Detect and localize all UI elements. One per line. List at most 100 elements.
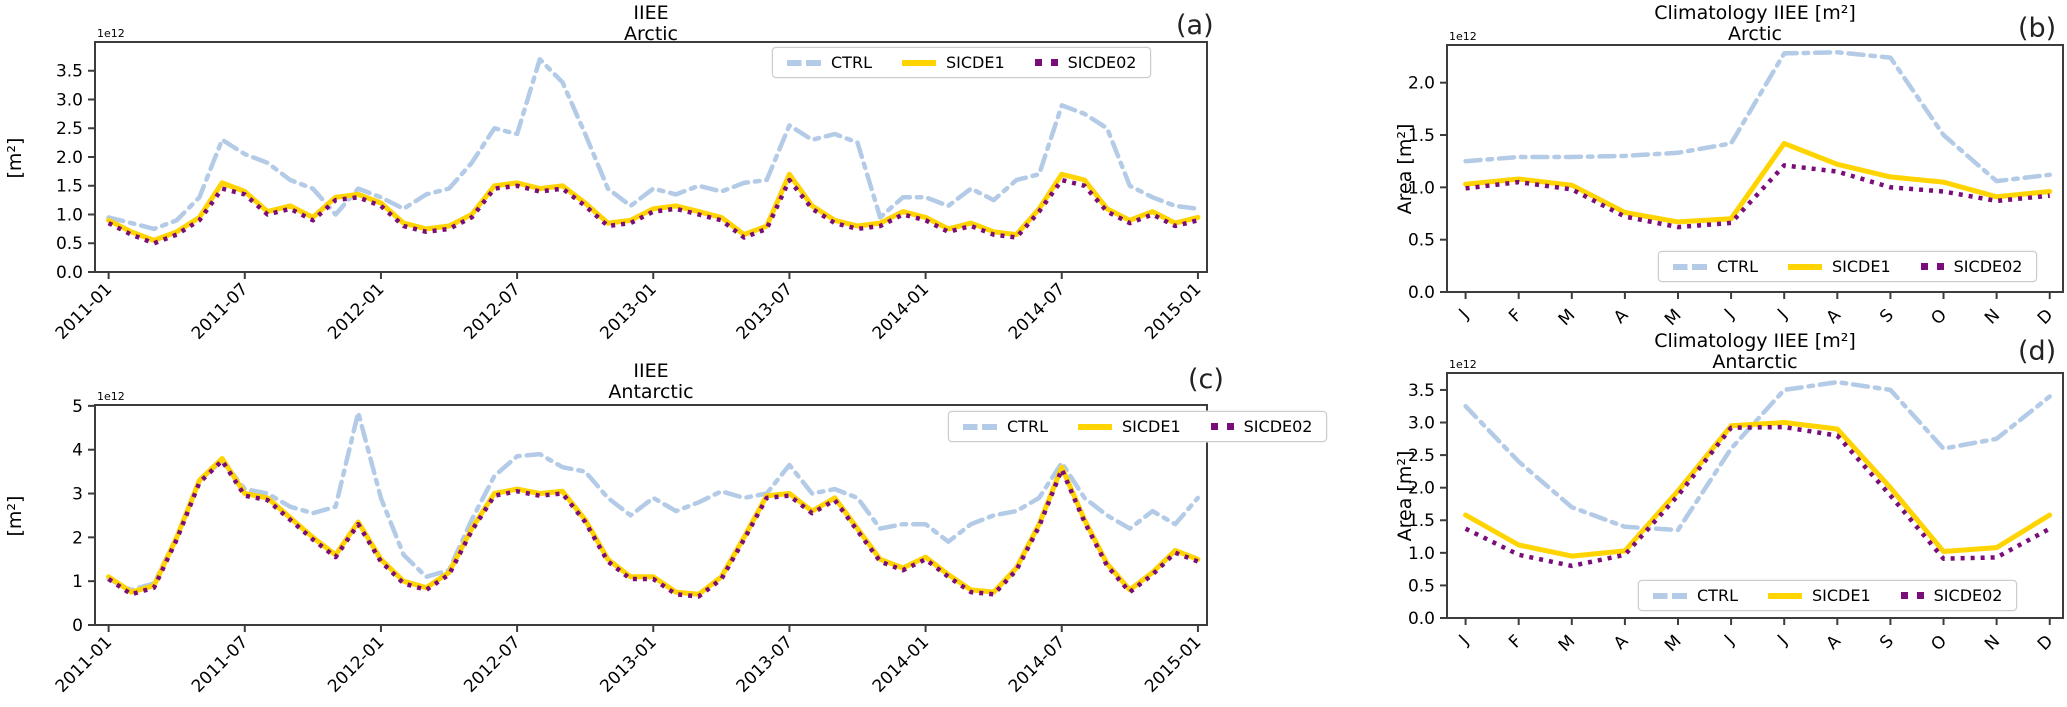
panel-b-xtick-label: J xyxy=(1773,305,1791,323)
legend-label-ctrl: CTRL xyxy=(831,53,872,72)
panel-d-line-sicde1 xyxy=(1463,420,2053,559)
panel-d-xtick-label: M xyxy=(1555,631,1580,656)
ctrl-line-swatch-icon xyxy=(963,423,997,430)
ctrl-line-swatch-icon xyxy=(1653,592,1687,599)
panel-d-ytick-label: 2.0 xyxy=(1408,479,1435,499)
panel-a-xtick-label: 2011-01 xyxy=(52,279,116,343)
panel-a-xtick-label: 2014-07 xyxy=(1005,279,1069,343)
panel-c-line-sicde02 xyxy=(107,458,1199,599)
legend-entry-ctrl: CTRL xyxy=(963,417,1048,436)
panel-b-xtick-label: F xyxy=(1505,305,1526,326)
panel-a-ytick-label: 0.0 xyxy=(56,263,83,283)
panel-d-ytick-label: 1.0 xyxy=(1408,544,1435,564)
panel-a-xtick-label: 2012-01 xyxy=(324,279,388,343)
panel-a-xtick-label: 2015-01 xyxy=(1141,279,1205,343)
panel-d-ytick-label: 2.5 xyxy=(1408,446,1435,466)
panel-c-series xyxy=(106,410,1201,599)
panel-a-title-line1: IIEE xyxy=(633,2,669,24)
legend-entry-sicde02: SICDE02 xyxy=(1900,586,2002,605)
panel-c-xtick-label: 2014-01 xyxy=(869,632,933,696)
panel-a-xtick-label: 2013-07 xyxy=(733,279,797,343)
legend-label-sicde1: SICDE1 xyxy=(1831,257,1891,276)
panel-c-y-axis: 0 1 2 3 4 5 xyxy=(72,397,95,636)
panel-a-line-sicde1 xyxy=(106,171,1201,243)
panel-b-y-axis: 0.0 0.5 1.0 1.5 2.0 xyxy=(1408,74,1447,303)
panel-d-plot: 0.0 0.5 1.0 1.5 2.0 2.5 3.0 3.5 J F M A M J J A S O N D xyxy=(1408,372,2064,656)
sicde1-line-swatch-icon xyxy=(1077,423,1112,430)
panel-a-ytick-label: 0.5 xyxy=(56,234,83,254)
panel-b-ytick-label: 2.0 xyxy=(1408,74,1435,94)
panel-c-corner-label: (c) xyxy=(1188,364,1224,395)
legend-entry-ctrl: CTRL xyxy=(1653,586,1738,605)
panel-b-legend: CTRL SICDE1 SICDE02 xyxy=(1658,251,2038,282)
legend-label-sicde02: SICDE02 xyxy=(1953,257,2023,276)
panel-d-line-ctrl xyxy=(1463,379,2052,533)
panel-a-title-line2: Arctic xyxy=(623,23,678,45)
legend-entry-ctrl: CTRL xyxy=(1673,257,1758,276)
panel-a-x-axis: 2011-01 2011-07 2012-01 2012-07 2013-01 2013-… xyxy=(52,272,1205,344)
panel-d-corner-label: (d) xyxy=(2018,336,2057,367)
legend-entry-ctrl: CTRL xyxy=(787,53,872,72)
panel-b-line-sicde1 xyxy=(1463,140,2053,225)
panel-b-corner-label: (b) xyxy=(2018,13,2057,44)
legend-entry-sicde02: SICDE02 xyxy=(1034,53,1136,72)
legend-entry-sicde02: SICDE02 xyxy=(1210,417,1312,436)
panel-a-ylabel: [m²] xyxy=(4,137,26,179)
sicde02-dots-swatch-icon xyxy=(1210,423,1234,430)
panel-d-title-line2: Antarctic xyxy=(1712,351,1798,373)
sicde1-line-swatch-icon xyxy=(901,59,936,66)
panel-b-ylabel: Area [m²] xyxy=(1394,123,1416,215)
panel-a-xtick-label: 2014-01 xyxy=(869,279,933,343)
panel-d-xtick-label: J xyxy=(1455,631,1473,649)
panel-d-xtick-label: F xyxy=(1505,631,1526,652)
panel-c-xtick-label: 2014-07 xyxy=(1005,632,1069,696)
panel-d-y-axis: 0.0 0.5 1.0 1.5 2.0 2.5 3.0 3.5 xyxy=(1408,381,1447,629)
panel-b-offset-text: 1e12 xyxy=(1449,30,1477,43)
legend-entry-sicde1: SICDE1 xyxy=(1787,257,1891,276)
panel-d-frame xyxy=(1446,372,2064,619)
panel-b-xtick-label: J xyxy=(1720,305,1738,323)
panel-c-line-ctrl xyxy=(106,410,1201,593)
panel-b-title-line1: Climatology IIEE [m²] xyxy=(1654,2,1856,24)
ctrl-line-swatch-icon xyxy=(1673,263,1707,270)
sicde1-line-swatch-icon xyxy=(1787,263,1822,270)
panel-b-xtick-label: D xyxy=(2034,305,2057,328)
panel-d-ytick-label: 3.0 xyxy=(1408,413,1435,433)
panel-b-ytick-label: 1.5 xyxy=(1408,126,1435,146)
panel-c-xtick-label: 2011-01 xyxy=(52,632,116,696)
legend-label-ctrl: CTRL xyxy=(1007,417,1048,436)
panel-b-xtick-label: A xyxy=(1610,305,1633,328)
panel-d-ytick-label: 1.5 xyxy=(1408,511,1435,531)
panel-c-xtick-label: 2012-07 xyxy=(460,632,524,696)
legend-entry-sicde1: SICDE1 xyxy=(1077,417,1181,436)
panel-a-ytick-label: 1.5 xyxy=(56,177,83,197)
panel-d-xtick-label: J xyxy=(1720,631,1738,649)
panel-d-series xyxy=(1463,379,2053,569)
panel-b-title-line2: Arctic xyxy=(1727,23,1782,45)
panel-d-xtick-label: N xyxy=(1981,631,2004,654)
panel-a-series xyxy=(106,57,1201,246)
panel-b-ytick-label: 0.5 xyxy=(1408,231,1435,251)
panel-d-xtick-label: J xyxy=(1773,631,1791,649)
panel-a-line-ctrl xyxy=(106,57,1201,232)
panel-b-ytick-label: 1.0 xyxy=(1408,178,1435,198)
panel-d-offset-text: 1e12 xyxy=(1449,358,1477,371)
panel-d-xtick-label: A xyxy=(1822,631,1845,654)
panel-a-title: IIEE Arctic xyxy=(95,3,1207,45)
sicde02-dots-swatch-icon xyxy=(1900,592,1924,599)
panel-b-series xyxy=(1463,50,2053,230)
panel-c-ytick-label: 4 xyxy=(72,441,83,461)
panel-b-title: Climatology IIEE [m²] Arctic xyxy=(1447,3,2063,45)
panel-c-legend: CTRL SICDE1 SICDE02 xyxy=(948,411,1328,442)
sicde02-dots-swatch-icon xyxy=(1920,263,1944,270)
ctrl-line-swatch-icon xyxy=(787,59,821,66)
legend-label-ctrl: CTRL xyxy=(1717,257,1758,276)
panel-b-xtick-label: J xyxy=(1455,305,1473,323)
panel-c-ytick-label: 1 xyxy=(72,572,83,592)
panel-a-ytick-label: 3.0 xyxy=(56,90,83,110)
panel-a-xtick-label: 2012-07 xyxy=(460,279,524,343)
panel-d-title: Climatology IIEE [m²] Antarctic xyxy=(1447,331,2063,373)
